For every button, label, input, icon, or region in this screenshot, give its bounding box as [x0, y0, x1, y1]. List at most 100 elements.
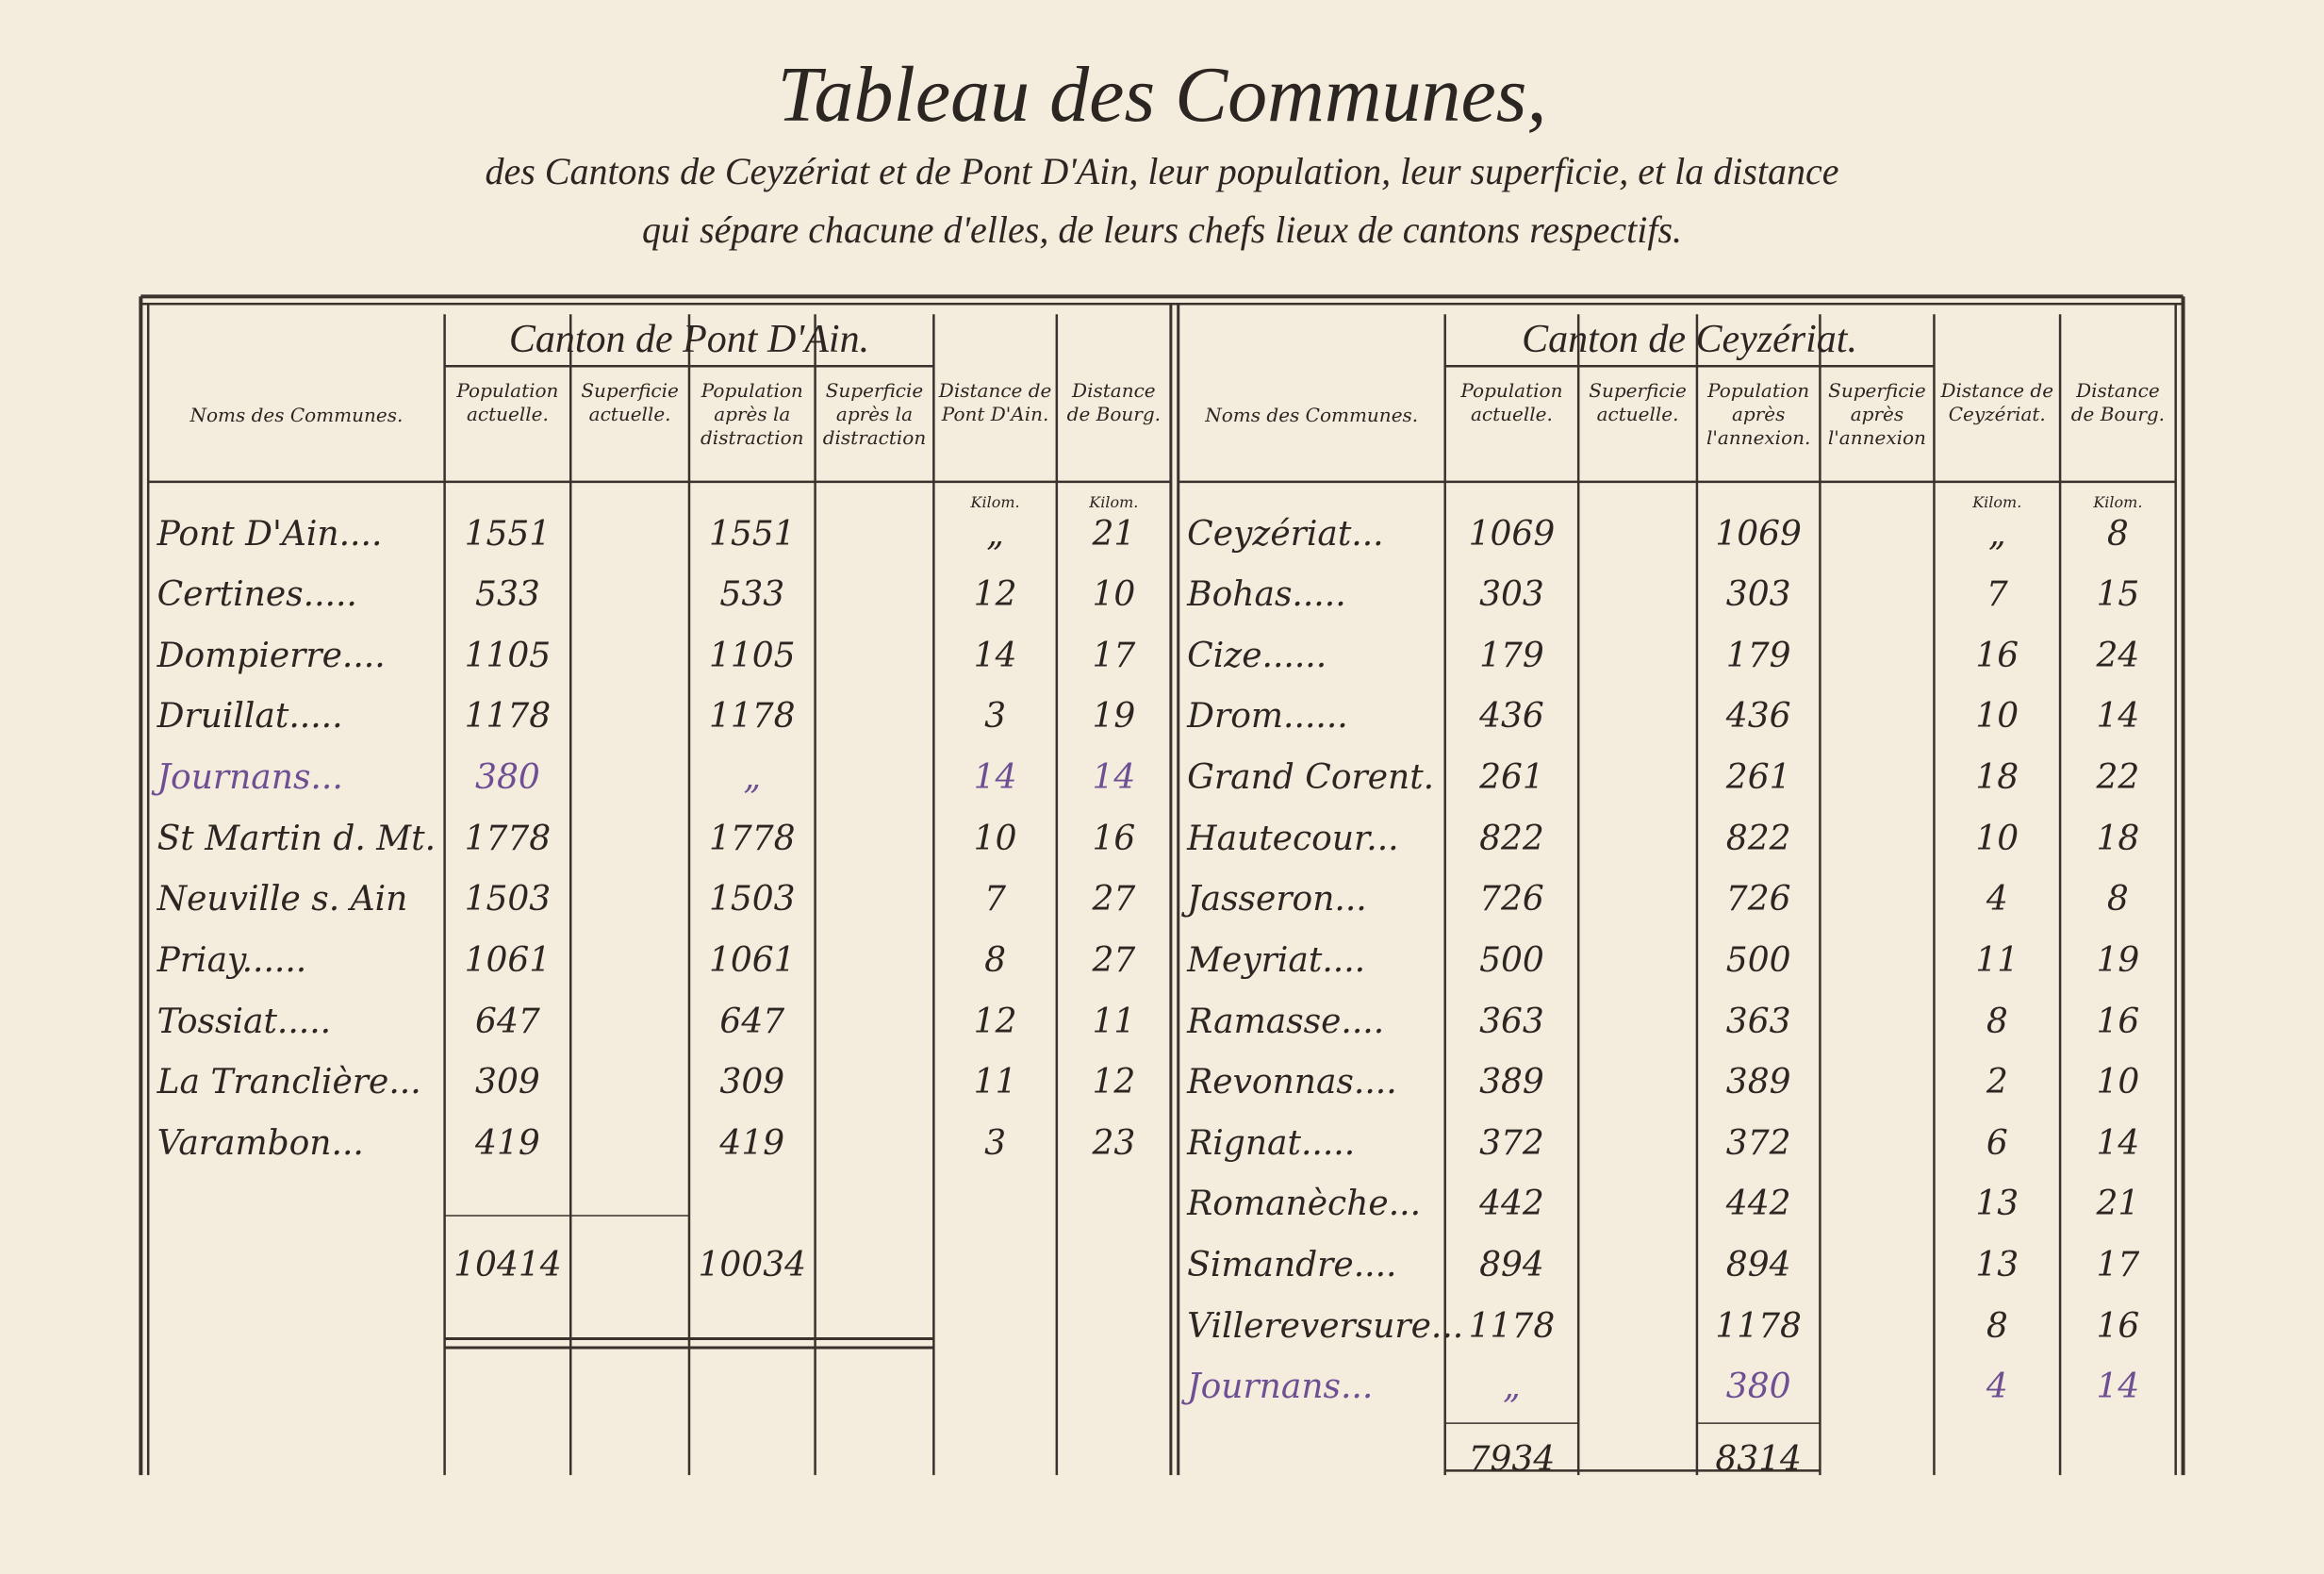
subtitle: qui sépare chacune d'elles, de leurs che…	[641, 208, 1683, 251]
cell-value: 1069	[1715, 514, 1802, 554]
unit-label: Kilom.	[2093, 493, 2143, 512]
canton-heading: Canton de Pont D'Ain.	[508, 318, 870, 362]
cell-value: 303	[1725, 575, 1791, 615]
cell-value: 500	[1725, 940, 1791, 980]
cell-value: 1778	[464, 819, 552, 858]
cell-value: 436	[1725, 697, 1791, 737]
cell-value: 13	[1975, 1245, 2019, 1284]
commune-name: Ceyzériat...	[1187, 514, 1384, 554]
cell-value: 16	[1092, 819, 1136, 858]
total-value: 7934	[1468, 1440, 1556, 1480]
cell-value: 14	[2096, 697, 2140, 737]
cell-value: 303	[1479, 575, 1544, 615]
column-header: Noms des Communes.	[1205, 403, 1419, 426]
column-header: Superficie après la distraction	[822, 379, 927, 450]
cell-value: 380	[475, 758, 540, 798]
cell-value: 1105	[464, 636, 552, 675]
cell-value: 1061	[464, 940, 552, 980]
cell-value: 1069	[1468, 514, 1556, 554]
cell-value: 419	[719, 1123, 785, 1163]
cell-value: 17	[2096, 1245, 2140, 1284]
commune-name: Bohas.....	[1187, 575, 1346, 615]
cell-value: 12	[1092, 1063, 1136, 1102]
commune-name: St Martin d. Mt.	[157, 819, 437, 858]
cell-value: 11	[1092, 1002, 1136, 1041]
cell-value: 726	[1725, 880, 1791, 920]
cell-value: 533	[475, 575, 540, 615]
commune-name: Romanèche...	[1187, 1185, 1422, 1224]
cell-value: 15	[2096, 575, 2140, 615]
cell-value: 10	[1975, 819, 2019, 858]
cell-value: 14	[973, 758, 1017, 798]
cell-value: 380	[1725, 1367, 1791, 1407]
cell-value: 10	[973, 819, 1017, 858]
total-value: 10034	[698, 1245, 807, 1284]
commune-name: Tossiat.....	[157, 1002, 332, 1041]
cell-value: 179	[1725, 636, 1791, 675]
commune-name: Rignat.....	[1187, 1123, 1356, 1163]
column-header: Superficie actuelle.	[581, 379, 679, 426]
cell-value: 12	[973, 575, 1017, 615]
cell-value: 19	[2096, 940, 2140, 980]
cell-value: 21	[2096, 1185, 2140, 1224]
cell-value: 533	[719, 575, 785, 615]
cell-value: 19	[1092, 697, 1136, 737]
commune-name: Priay......	[157, 940, 307, 980]
cell-value: 894	[1479, 1245, 1544, 1284]
cell-value: 1178	[1715, 1306, 1802, 1346]
commune-name: Druillat.....	[157, 697, 343, 737]
column-header: Population après la distraction	[700, 379, 804, 450]
cell-value: 179	[1479, 636, 1544, 675]
cell-value: 1178	[464, 697, 552, 737]
cell-value: 6	[1986, 1123, 2008, 1163]
cell-value: „	[743, 758, 762, 798]
cell-value: 7	[1986, 575, 2008, 615]
commune-name: Grand Corent.	[1187, 758, 1435, 798]
commune-name: Jasseron...	[1187, 880, 1367, 920]
commune-name: Meyriat....	[1187, 940, 1366, 980]
cell-value: 442	[1479, 1185, 1544, 1224]
cell-value: 309	[475, 1063, 540, 1102]
cell-value: 14	[1092, 758, 1136, 798]
column-header: Distance de Pont D'Ain.	[938, 379, 1052, 426]
cell-value: 389	[1479, 1063, 1544, 1102]
cell-value: 389	[1725, 1063, 1791, 1102]
cell-value: 3	[984, 1123, 1007, 1163]
commune-name: Journans...	[157, 758, 343, 798]
cell-value: 1551	[464, 514, 552, 554]
commune-name: Simandre....	[1187, 1245, 1397, 1284]
cell-value: 1503	[464, 880, 552, 920]
cell-value: „	[986, 514, 1004, 554]
commune-name: Neuville s. Ain	[157, 880, 408, 920]
title: Tableau des Communes,	[777, 51, 1547, 139]
column-header: Population après l'annexion.	[1706, 379, 1811, 450]
column-header: Superficie actuelle.	[1589, 379, 1687, 426]
commune-name: La Tranclière...	[157, 1063, 421, 1102]
column-header: Distance de Bourg.	[2070, 379, 2166, 426]
cell-value: 894	[1725, 1245, 1791, 1284]
cell-value: 647	[719, 1002, 785, 1041]
cell-value: 372	[1479, 1123, 1544, 1163]
cell-value: 822	[1479, 819, 1544, 858]
cell-value: 3	[984, 697, 1007, 737]
cell-value: 500	[1479, 940, 1544, 980]
cell-value: 436	[1479, 697, 1544, 737]
commune-name: Ramasse....	[1187, 1002, 1385, 1041]
cell-value: 822	[1725, 819, 1791, 858]
unit-label: Kilom.	[1089, 493, 1139, 512]
cell-value: 726	[1479, 880, 1544, 920]
commune-name: Revonnas....	[1187, 1063, 1397, 1102]
cell-value: 16	[2096, 1002, 2140, 1041]
cell-value: 16	[1975, 636, 2019, 675]
canton-heading: Canton de Ceyzériat.	[1522, 318, 1857, 362]
cell-value: 21	[1092, 514, 1136, 554]
cell-value: 1778	[708, 819, 796, 858]
commune-name: Dompierre....	[157, 636, 386, 675]
cell-value: 22	[2096, 758, 2140, 798]
cell-value: 4	[1986, 1367, 2008, 1407]
column-header: Superficie après l'annexion	[1827, 379, 1926, 450]
unit-label: Kilom.	[1972, 493, 2022, 512]
cell-value: 261	[1479, 758, 1544, 798]
